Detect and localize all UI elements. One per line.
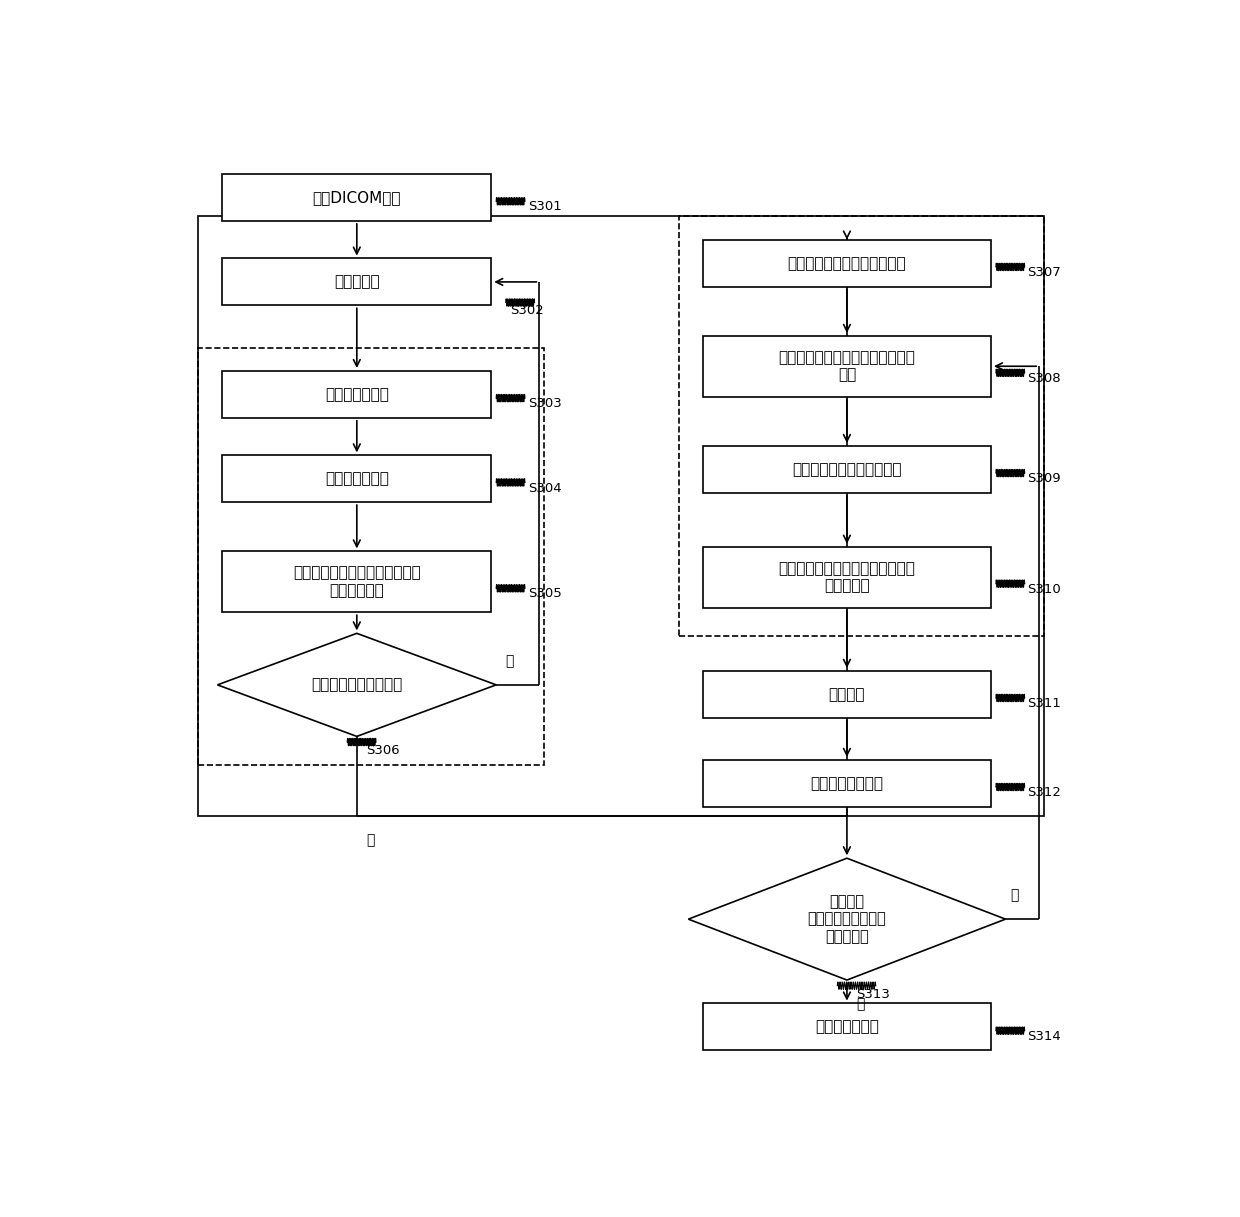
Text: 是: 是 [857,997,866,1011]
Bar [703,1004,991,1050]
Bar [222,371,491,417]
Text: S306: S306 [367,744,401,757]
Text: S309: S309 [1028,472,1061,486]
Text: 对阈值分割后的二维肺部图像进行
聚类: 对阈值分割后的二维肺部图像进行 聚类 [779,350,915,382]
Text: 是: 是 [367,832,374,847]
Bar [703,759,991,807]
Text: 否: 否 [506,654,515,668]
Bar [198,217,1044,817]
Text: 是否满足第一目标图像: 是否满足第一目标图像 [311,678,403,692]
Text: S302: S302 [511,303,544,316]
Bar [703,445,991,493]
Text: S307: S307 [1028,267,1061,279]
Text: 插值计算: 插值计算 [828,686,866,702]
Bar [222,174,491,221]
Text: 输出肺部血管树: 输出肺部血管树 [815,1020,879,1034]
Text: S311: S311 [1028,697,1061,710]
Text: S313: S313 [857,988,890,1000]
Bar [703,546,991,607]
Polygon shape [217,633,496,736]
Text: 聚类肺部图像进行高斯滤波: 聚类肺部图像进行高斯滤波 [792,461,901,477]
Text: S303: S303 [528,397,562,410]
Text: 计算水平集函数: 计算水平集函数 [325,471,389,487]
Text: S314: S314 [1028,1030,1061,1043]
Bar [198,348,544,764]
Text: S305: S305 [528,588,562,600]
Text: S301: S301 [528,201,562,213]
Text: 否: 否 [1011,888,1019,902]
Text: 确定初始点: 确定初始点 [334,274,379,290]
Bar [222,551,491,612]
Text: 确定初始水平集: 确定初始水平集 [325,387,389,402]
Bar [222,258,491,305]
Text: S312: S312 [1028,786,1061,800]
Text: 对三维胸部图像进行分割，得到
二维肺部图像: 对三维胸部图像进行分割，得到 二维肺部图像 [293,566,420,598]
Text: 读取DICOM图像: 读取DICOM图像 [312,190,401,206]
Text: S308: S308 [1028,372,1061,385]
Bar [222,455,491,503]
Polygon shape [688,858,1006,980]
Bar [703,671,991,718]
Bar [703,240,991,286]
Text: 分水岭算法在聚类肺部图像中分割
出肺部血管: 分水岭算法在聚类肺部图像中分割 出肺部血管 [779,561,915,594]
Text: 对二维肺部图像进行阈值分割: 对二维肺部图像进行阈值分割 [787,256,906,270]
Text: 体渲染，三维重建: 体渲染，三维重建 [811,775,883,791]
Bar [703,336,991,397]
Text: S304: S304 [528,482,562,494]
Bar [678,217,1044,635]
Text: S310: S310 [1028,583,1061,596]
Text: 三维肺部
血管图像是否满足第
二目标图像: 三维肺部 血管图像是否满足第 二目标图像 [807,894,887,944]
